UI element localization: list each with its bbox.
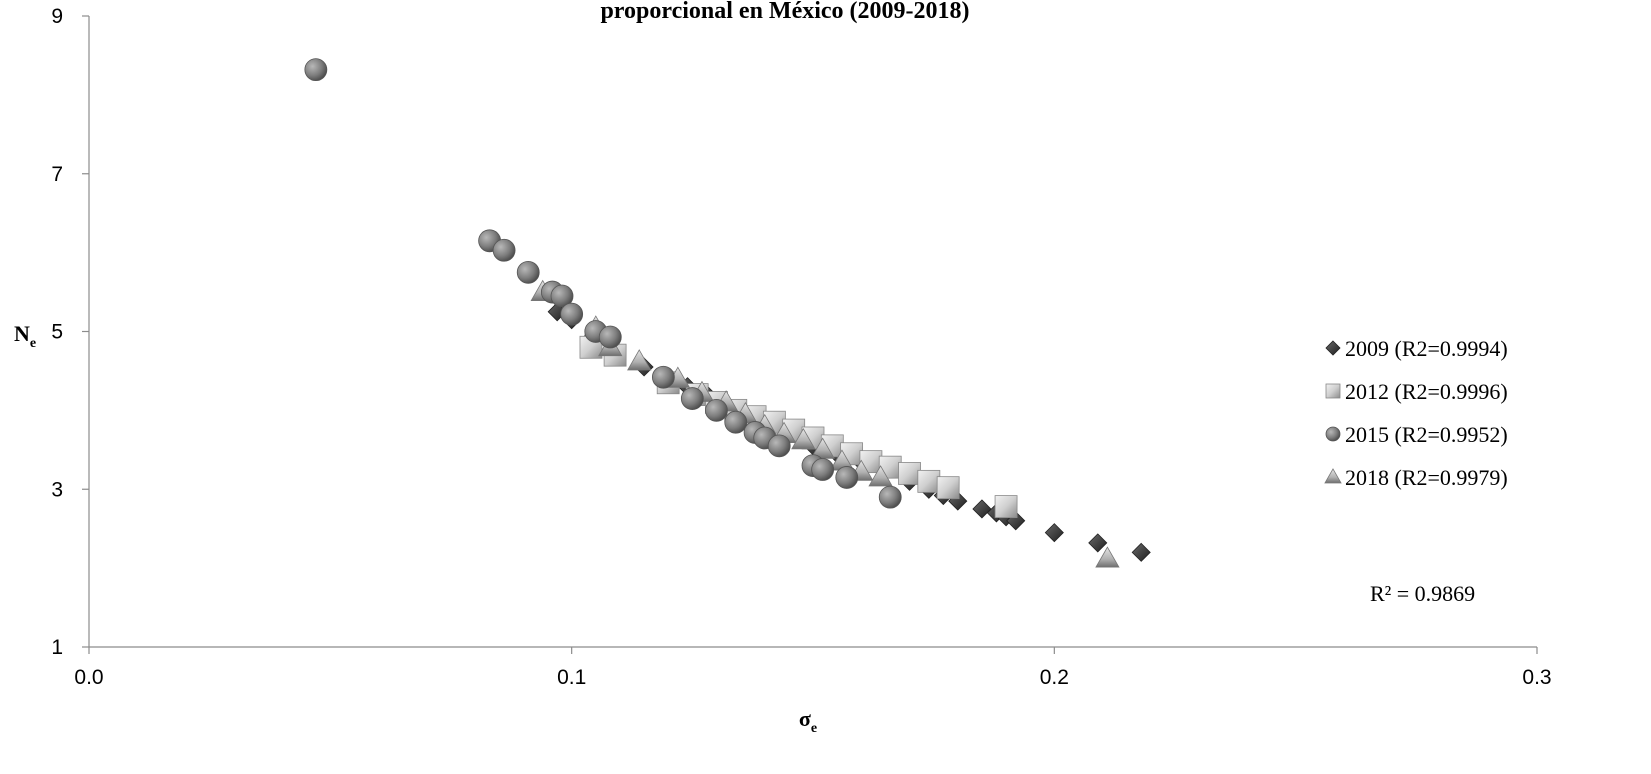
data-point-circle	[811, 458, 835, 481]
y-tick-label: 5	[51, 321, 63, 344]
legend-marker-circle	[1325, 426, 1341, 442]
x-axis-label: σe	[799, 706, 817, 736]
x-axis-label-main: σ	[799, 706, 811, 731]
legend: 2009 (R2=0.9994) 2012 (R2=0.9996) 2015 (R2…	[1324, 336, 1508, 490]
y-tick-label: 9	[51, 5, 63, 28]
data-point-circle	[304, 58, 328, 82]
data-point-circle	[550, 284, 574, 308]
legend-marker-square	[1325, 383, 1341, 399]
data-point-circle	[767, 434, 791, 458]
data-point-triangle	[627, 349, 652, 371]
y-axis-label-main: N	[14, 321, 30, 346]
y-axis-label: Ne	[14, 321, 36, 351]
data-point-triangle	[791, 428, 816, 450]
data-points	[304, 58, 1151, 568]
legend-marker-triangle	[1324, 468, 1342, 484]
data-point-circle	[492, 238, 516, 262]
y-tick-label: 1	[51, 636, 63, 659]
data-point-diamond	[1088, 533, 1108, 553]
legend-label: 2015 (R2=0.9952)	[1345, 422, 1508, 447]
x-tick-label: 0.0	[74, 666, 103, 689]
data-point-square	[936, 476, 960, 500]
data-point-circle	[680, 387, 704, 410]
y-axis-ticks: 1 3 5 7 9	[51, 5, 89, 659]
x-axis-label-subscript: e	[811, 721, 817, 736]
series-circle	[304, 58, 902, 509]
data-point-circle	[560, 302, 584, 326]
data-point-circle	[835, 466, 859, 489]
data-point-circle	[598, 325, 622, 349]
legend-marker-diamond	[1325, 340, 1341, 356]
data-point-circle	[651, 365, 675, 389]
x-axis-ticks: 0.0 0.1 0.2 0.3	[74, 647, 1552, 689]
legend-label: 2018 (R2=0.9979)	[1345, 465, 1508, 490]
data-point-square	[994, 495, 1018, 519]
data-point-diamond	[1044, 523, 1064, 543]
y-axis-label-subscript: e	[30, 336, 36, 351]
y-tick-label: 7	[51, 163, 63, 186]
data-point-diamond	[1131, 542, 1151, 562]
axes	[88, 16, 1537, 648]
data-point-triangle	[1095, 546, 1120, 568]
data-point-diamond	[972, 499, 992, 519]
data-point-triangle	[868, 465, 893, 487]
legend-label: 2012 (R2=0.9996)	[1345, 379, 1508, 404]
r-squared-annotation: R² = 0.9869	[1370, 581, 1475, 606]
data-point-square	[917, 469, 941, 493]
chart-title: proporcional en México (2009-2018)	[600, 0, 969, 24]
data-point-square	[898, 462, 921, 485]
data-point-circle	[705, 398, 728, 422]
data-point-circle	[878, 485, 902, 509]
x-tick-label: 0.2	[1040, 666, 1069, 689]
series-diamond	[547, 302, 1151, 562]
data-point-circle	[724, 410, 748, 434]
x-tick-label: 0.1	[557, 666, 586, 689]
y-tick-label: 3	[51, 478, 63, 501]
data-point-circle	[516, 260, 540, 284]
x-tick-label: 0.3	[1522, 666, 1551, 689]
series-triangle	[530, 279, 1120, 568]
legend-label: 2009 (R2=0.9994)	[1345, 336, 1508, 361]
